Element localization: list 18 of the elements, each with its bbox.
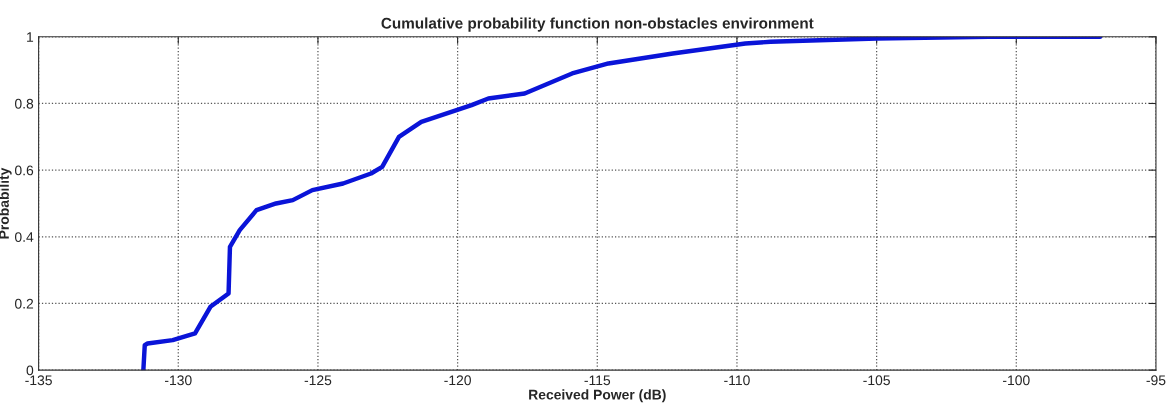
chart-title: Cumulative probability function non-obstacles environment [381, 17, 814, 32]
x-tick-label: -120 [444, 375, 471, 386]
x-tick-label: -115 [584, 375, 611, 386]
y-tick-label: 0 [26, 365, 34, 376]
y-tick-label: 1 [27, 32, 34, 42]
y-tick-label: 0.8 [14, 98, 34, 109]
line-series [141, 36, 1103, 371]
x-tick-label: -105 [863, 375, 890, 386]
x-tick-label: -110 [724, 375, 750, 386]
x-tick-label: -135 [25, 375, 52, 386]
x-tick-label: -130 [165, 375, 192, 386]
y-tick-label: 0.2 [14, 298, 34, 309]
x-tick-label: -100 [1003, 375, 1030, 386]
x-tick-label: -125 [304, 375, 332, 386]
y-tick-label: 0.6 [14, 165, 34, 176]
x-axis-title: Received Power (dB) [529, 389, 666, 403]
x-tick-label: -95 [1146, 375, 1166, 386]
y-tick-label: 0.4 [14, 232, 34, 242]
